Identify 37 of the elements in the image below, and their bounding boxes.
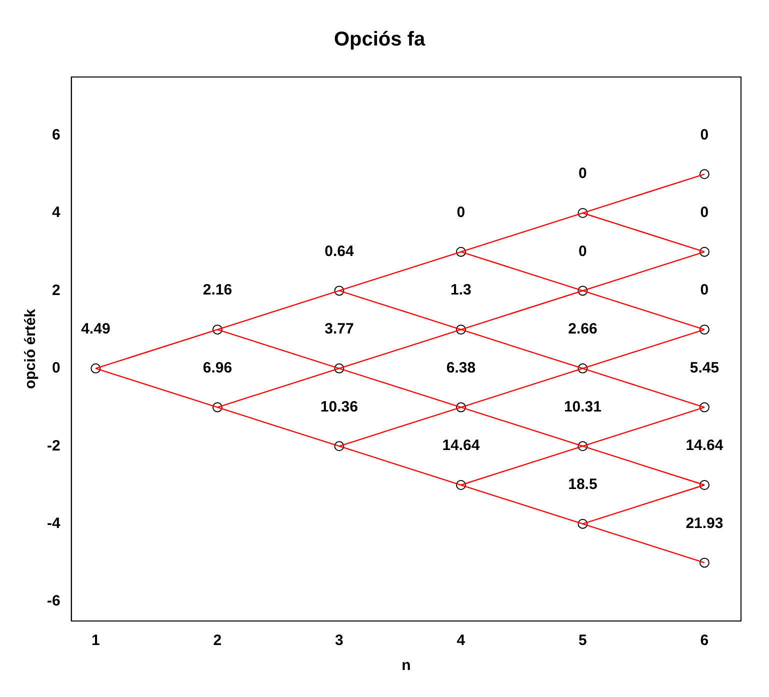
- x-axis-title: n: [402, 657, 411, 674]
- annotation: 5.45: [690, 359, 720, 376]
- annotation: 3.77: [324, 320, 354, 338]
- y-tick-label: 6: [52, 126, 60, 144]
- annotation: 18.5: [568, 476, 598, 493]
- x-tick-label: 3: [335, 632, 344, 650]
- annotation: 0: [700, 282, 709, 299]
- y-tick-label: -6: [46, 592, 60, 610]
- annotation: 0: [700, 126, 709, 144]
- annotation: 0: [700, 204, 709, 221]
- annotation: 0.64: [324, 242, 354, 260]
- y-tick-label: -2: [46, 437, 60, 454]
- annotation: 21.93: [686, 514, 724, 532]
- x-tick-label: 4: [456, 632, 466, 650]
- y-tick-label: -4: [46, 515, 61, 532]
- annotation: 0: [578, 165, 587, 182]
- annotation: 1.3: [450, 282, 472, 299]
- annotation: 4.49: [81, 320, 110, 338]
- y-axis-title: opció érték: [22, 308, 40, 390]
- annotation: 6.96: [202, 359, 232, 376]
- annotation: 0: [456, 204, 466, 221]
- x-tick-label: 2: [213, 632, 222, 650]
- annotation: 2.66: [568, 320, 598, 338]
- annotation: 10.31: [564, 398, 602, 416]
- annotation: 0: [578, 242, 587, 260]
- annotation: 10.36: [320, 398, 358, 416]
- chart-title: Opciós fa: [334, 28, 426, 51]
- x-tick-label: 5: [578, 632, 587, 650]
- y-tick-label: 0: [52, 360, 60, 377]
- annotation: 14.64: [686, 437, 724, 454]
- annotation: 6.38: [446, 359, 476, 376]
- x-tick-label: 6: [700, 632, 709, 650]
- x-tick-label: 1: [92, 632, 100, 650]
- annotation: 2.16: [202, 282, 232, 299]
- y-tick-label: 4: [52, 204, 61, 222]
- annotation: 14.64: [442, 437, 480, 454]
- y-tick-label: 2: [52, 282, 60, 299]
